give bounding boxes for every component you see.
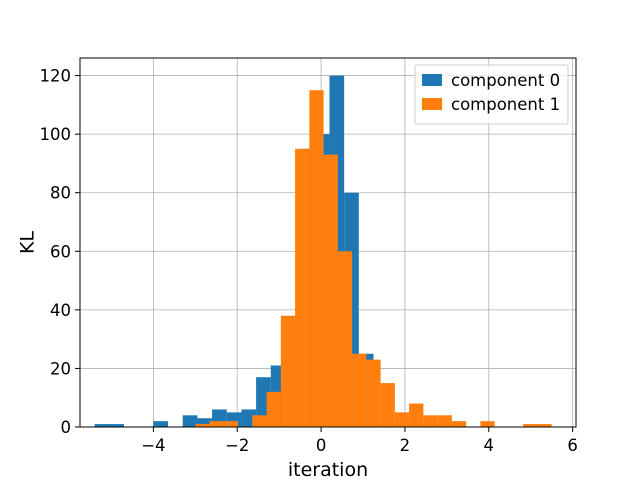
y-tick-label: 20 (50, 359, 71, 378)
y-tick-label: 40 (50, 301, 71, 320)
bars (94, 75, 552, 428)
bar (223, 421, 239, 427)
legend-swatch-component-0 (422, 74, 442, 86)
legend-swatch-component-1 (422, 98, 442, 110)
y-axis-ticks: 0 20 40 60 80 100 120 (40, 67, 80, 437)
x-tick-label: 6 (567, 436, 578, 455)
bar (380, 383, 395, 427)
x-tick-label: −2 (225, 436, 249, 455)
plot-frame (79, 57, 577, 428)
bar (197, 418, 213, 427)
legend-label-component-0: component 0 (451, 71, 560, 90)
bar (337, 251, 353, 427)
bar (352, 353, 367, 427)
y-tick-label: 80 (50, 184, 71, 203)
bar (394, 412, 410, 427)
bar (366, 359, 381, 427)
bar (280, 315, 296, 427)
y-tick-label: 0 (61, 418, 72, 437)
series-component-1 (195, 90, 552, 428)
bar (252, 415, 267, 427)
bar (423, 415, 438, 427)
x-tick-label: 0 (316, 436, 327, 455)
x-axis-ticks: −4 −2 0 2 4 6 (141, 427, 578, 455)
bar (109, 424, 125, 427)
bar (295, 148, 310, 428)
y-tick-label: 120 (40, 67, 72, 86)
bar (266, 391, 281, 427)
legend-label-component-1: component 1 (451, 95, 560, 114)
bar (323, 154, 338, 427)
legend: component 0 component 1 (414, 64, 569, 125)
bar (309, 90, 324, 427)
bar (153, 421, 169, 427)
x-tick-label: 2 (400, 436, 411, 455)
bar (537, 424, 552, 427)
bar (209, 421, 224, 427)
bar (451, 421, 467, 427)
bar (523, 424, 538, 427)
x-axis-label: iteration (288, 459, 368, 480)
bar (195, 424, 210, 427)
y-axis-label: KL (17, 231, 39, 254)
bar (182, 415, 198, 427)
y-tick-label: 100 (40, 125, 72, 144)
x-tick-label: −4 (141, 436, 165, 455)
legend-box (414, 64, 569, 125)
bar (94, 424, 110, 427)
bar (437, 415, 452, 427)
bar (480, 421, 495, 427)
bar (409, 403, 424, 427)
y-tick-label: 60 (50, 242, 71, 261)
x-tick-label: 4 (484, 436, 495, 455)
